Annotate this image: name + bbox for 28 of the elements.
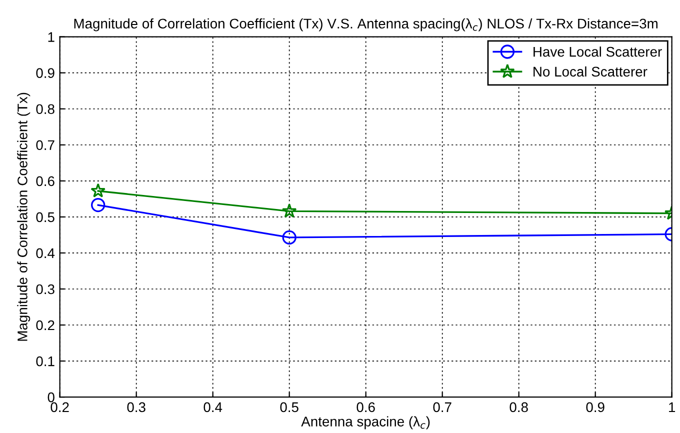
x-tick-label: 0.8	[510, 402, 528, 412]
x-tick-label: 0.9	[586, 402, 604, 412]
y-tick-label: 0.4	[36, 248, 55, 258]
x-tick-label: 0.7	[433, 402, 452, 412]
x-tick-label: 0.3	[127, 402, 146, 412]
legend-label: No Local Scatterer	[534, 66, 648, 77]
x-tick-label: 0.4	[204, 402, 222, 412]
y-axis-title: Magnitude of Correlation Coefficient (Tx)	[17, 92, 30, 341]
y-tick-label: 0.2	[36, 320, 54, 330]
point	[90, 183, 106, 198]
point	[282, 230, 296, 245]
y-tick-label: 0.9	[36, 68, 54, 78]
point	[282, 203, 297, 218]
y-tick-label: 1	[48, 32, 54, 42]
x-axis-title: Antenna spacine (λ$_{c}$)	[301, 416, 430, 430]
x-tick-label: 0.5	[280, 402, 298, 412]
y-tick-label: 0.6	[36, 176, 54, 186]
y-tick-label: 0.5	[36, 212, 54, 222]
y-tick-label: 0	[48, 392, 54, 402]
y-tick-label: 0.8	[36, 104, 54, 114]
chart-title: Magnitude of Correlation Coefficient (Tx) V.S. Antenna spacing(λ$_{c}$) NLOS / Tx-Rx Distance=3m	[74, 18, 658, 32]
x-tick-label: 1	[669, 402, 676, 412]
point	[91, 198, 106, 212]
x-tick-label: 0.6	[356, 402, 375, 412]
y-tick-label: 0.3	[36, 284, 54, 294]
y-tick-label: 0.7	[36, 140, 54, 150]
y-tick-label: 0.1	[36, 356, 54, 366]
legend-label: Have Local Scatterer	[534, 46, 662, 57]
